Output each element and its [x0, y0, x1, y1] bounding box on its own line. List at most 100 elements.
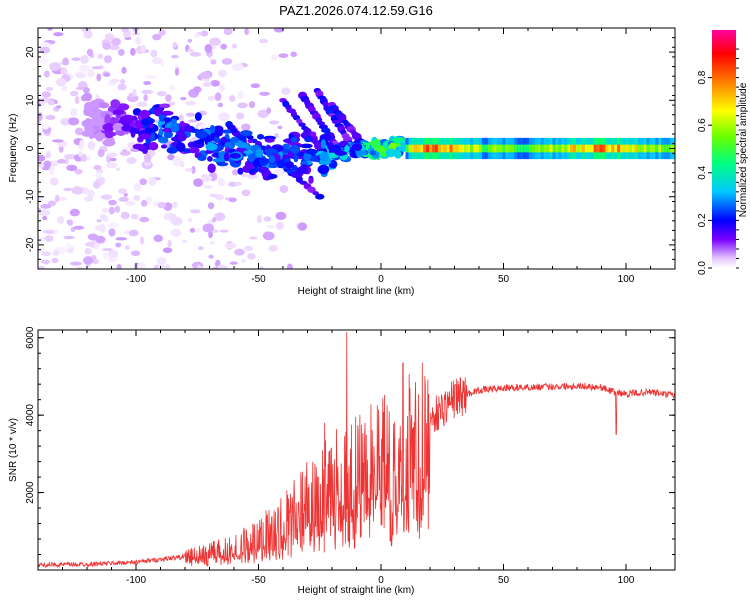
spectrogram-blob: [68, 117, 80, 126]
spectrogram-cell: [148, 142, 159, 151]
spectrogram-streak: [298, 122, 306, 127]
spectrogram-blob: [165, 263, 171, 269]
spectrogram-blob: [135, 36, 142, 45]
spectrogram-band-core: [661, 144, 666, 153]
spectrogram-blob: [221, 58, 233, 65]
spectrogram-blob: [102, 72, 111, 77]
spectrogram-blob: [207, 95, 217, 101]
spectrogram-blob: [51, 257, 59, 264]
spectrogram-cell: [224, 141, 233, 150]
spectrogram-blob: [86, 156, 91, 161]
spectrogram-blob: [192, 262, 198, 269]
spectrogram-blob: [69, 208, 80, 217]
spectrogram-cell: [253, 166, 260, 173]
spectrogram-blob: [257, 109, 269, 119]
spectrogram-blob: [119, 150, 131, 156]
spectrogram-blob: [55, 77, 67, 87]
spectrogram-blob: [102, 42, 112, 50]
spectrogram-cell: [239, 130, 253, 137]
spectrogram-blob: [71, 186, 84, 195]
spectrogram-cell: [121, 124, 133, 132]
spectrogram-band-core: [528, 144, 533, 153]
spectrogram-x-tick-label: 0: [378, 274, 384, 285]
spectrogram-y-tick-label: -10: [25, 189, 36, 204]
spectrogram-blob: [156, 257, 167, 265]
spectrogram-blob: [94, 243, 99, 250]
spectrogram-streak: [331, 119, 342, 125]
snr-y-tick-label: 2000: [25, 481, 36, 504]
spectrogram-band-core: [452, 144, 457, 153]
spectrogram-blob: [109, 44, 120, 51]
spectrogram-band-core: [558, 144, 563, 153]
spectrogram-cell: [355, 149, 368, 156]
spectrogram-blob: [74, 127, 84, 136]
spectrogram-cell: [283, 161, 294, 169]
spectrogram-blob: [141, 89, 154, 95]
spectrogram-blob: [249, 236, 258, 240]
spectrogram-blob: [153, 234, 163, 243]
spectrogram-blob: [185, 168, 193, 172]
spectrogram-cell: [300, 143, 313, 149]
spectrogram-blob: [244, 28, 250, 36]
spectrogram-blob: [278, 53, 289, 58]
spectrogram-blob: [111, 37, 122, 46]
spectrogram-cell: [309, 131, 317, 137]
spectrogram-blob: [56, 105, 62, 109]
spectrogram-x-tick-label: 100: [618, 274, 635, 285]
spectrogram-blob: [243, 245, 253, 252]
spectrogram-blob: [229, 94, 236, 102]
snr-x-tick-label: -100: [126, 575, 146, 586]
spectrogram-band-core: [617, 144, 622, 153]
spectrogram-blob: [74, 96, 80, 105]
spectrogram-band-core: [593, 144, 598, 153]
spectrogram-blob: [56, 216, 65, 225]
spectrogram-blob: [123, 192, 128, 197]
spectrogram-band-core: [455, 144, 460, 153]
spectrogram-blob: [131, 250, 141, 257]
spectrogram-blob: [87, 69, 95, 78]
spectrogram-cell: [104, 131, 114, 139]
spectrogram-blob: [130, 47, 136, 56]
spectrogram-blob: [139, 178, 147, 186]
spectrogram-blob: [96, 219, 102, 223]
spectrogram-blob: [62, 57, 69, 66]
spectrogram-blob: [259, 38, 268, 44]
spectrogram-blob: [45, 87, 54, 91]
spectrogram-cell: [299, 164, 309, 175]
spectrogram-blob: [57, 197, 68, 201]
spectrogram-band-core: [484, 144, 489, 153]
spectrogram-band-core: [640, 144, 645, 153]
spectrogram-blob: [96, 73, 102, 82]
spectrogram-blob: [103, 55, 112, 64]
spectrogram-blob: [124, 245, 130, 250]
spectrogram-blob: [60, 67, 68, 75]
spectrogram-band-core: [552, 144, 557, 153]
spectrogram-band-core: [584, 144, 589, 153]
spectrogram-band-core: [434, 144, 439, 153]
spectrogram-cell: [237, 142, 250, 149]
spectrogram-blob: [108, 249, 119, 259]
spectrogram-band-core: [443, 144, 448, 153]
spectrogram-blob: [108, 228, 116, 237]
spectrogram-blob: [44, 235, 54, 242]
spectrogram-blob: [120, 78, 126, 84]
spectrogram-cell: [82, 92, 93, 101]
spectrogram-cell: [255, 148, 264, 158]
spectrogram-band-core: [611, 144, 616, 153]
spectrogram-blob: [187, 48, 195, 53]
snr-x-label: Height of straight line (km): [298, 585, 415, 596]
spectrogram-band-core: [658, 144, 663, 153]
spectrogram-blob: [156, 90, 167, 97]
spectrogram-band-core: [479, 144, 483, 153]
spectrogram-blob: [93, 165, 102, 170]
spectrogram-cell: [163, 130, 174, 139]
spectrogram-blob: [109, 78, 120, 83]
spectrogram-band-core: [646, 144, 651, 153]
spectrogram-cell: [163, 117, 172, 122]
spectrogram-streak: [296, 118, 303, 124]
spectrogram-blob: [78, 150, 83, 158]
spectrogram-blob: [297, 222, 308, 231]
spectrogram-blob: [71, 57, 82, 61]
spectrogram-blob: [209, 193, 219, 198]
spectrogram-blob: [167, 239, 172, 248]
